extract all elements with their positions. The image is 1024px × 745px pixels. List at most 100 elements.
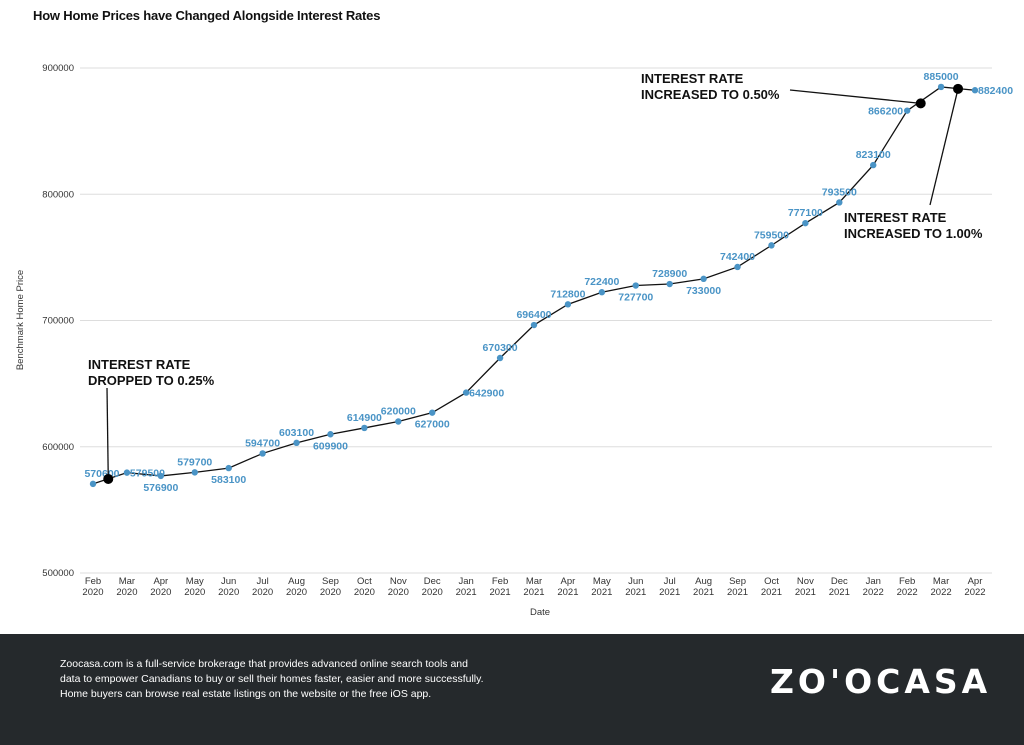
series-line xyxy=(92,86,976,485)
x-tick-label: Feb 2021 xyxy=(490,576,511,598)
event-label: INTEREST RATE INCREASED TO 1.00% xyxy=(844,210,983,241)
data-point xyxy=(123,469,131,476)
data-point xyxy=(462,389,470,396)
x-tick-label: Jan 2021 xyxy=(456,576,477,598)
data-label: 627000 xyxy=(415,419,450,431)
data-label: 866200 xyxy=(868,106,903,118)
x-tick-label: Dec 2021 xyxy=(829,576,850,598)
data-point xyxy=(734,263,741,271)
x-tick-label: Feb 2022 xyxy=(897,576,918,598)
data-point xyxy=(971,87,979,94)
x-tick-label: Sep 2020 xyxy=(320,576,341,598)
data-point xyxy=(700,275,707,283)
data-label: 727700 xyxy=(618,292,653,304)
event-leader-line xyxy=(929,88,959,206)
line-chart: 900000 800000 700000 600000 500000 Feb 2020 Ma… xyxy=(15,63,1013,618)
x-tick-label: Aug 2020 xyxy=(286,576,307,598)
data-label: 594700 xyxy=(245,437,280,449)
event-marker xyxy=(915,98,926,109)
event-label: INTEREST RATE INCREASED TO 0.50% xyxy=(641,71,780,102)
x-tick-label: Oct 2020 xyxy=(354,576,375,598)
x-tick-label: Apr 2021 xyxy=(557,576,578,598)
data-point xyxy=(836,199,843,206)
x-tick-label: May 2020 xyxy=(184,576,205,598)
x-tick-label: Aug 2021 xyxy=(693,576,714,598)
event-annotations: INTEREST RATE DROPPED TO 0.25% INTEREST RA… xyxy=(88,71,983,484)
y-tick-label: 500000 xyxy=(42,568,74,579)
data-point xyxy=(564,301,572,308)
x-tick-label: Jan 2022 xyxy=(863,576,884,598)
footer-description: Zoocasa.com is a full-service brokerage … xyxy=(60,658,484,700)
data-label: 579500 xyxy=(130,468,165,480)
data-label: 620000 xyxy=(381,406,416,418)
x-tick-label: May 2021 xyxy=(591,576,612,598)
x-tick-label: Nov 2021 xyxy=(795,576,816,598)
data-labels: 570600 579500 576900 579700 583100 5947006031… xyxy=(84,71,1013,494)
data-label: 670300 xyxy=(483,342,518,354)
data-point xyxy=(496,354,504,362)
data-label: 609900 xyxy=(313,440,348,452)
data-point xyxy=(395,418,402,425)
chart-title: How Home Prices have Changed Alongside I… xyxy=(33,8,381,23)
data-point xyxy=(327,431,334,438)
data-label: 742400 xyxy=(720,251,755,263)
data-point xyxy=(768,242,775,249)
data-point xyxy=(937,83,945,91)
event-leader-line xyxy=(789,89,921,104)
data-point xyxy=(89,480,97,488)
data-point xyxy=(870,161,877,169)
data-label: 722400 xyxy=(584,276,619,288)
x-tick-label: Dec 2020 xyxy=(422,576,443,598)
brand-logo: ZO'OCASA xyxy=(770,662,992,701)
event-marker xyxy=(953,83,964,94)
data-point xyxy=(429,409,436,416)
x-tick-label: Jun 2021 xyxy=(625,576,646,598)
data-label: 733000 xyxy=(686,285,721,297)
x-tick-label: Mar 2022 xyxy=(931,576,952,598)
data-point xyxy=(802,219,809,227)
y-tick-label: 600000 xyxy=(42,442,74,453)
y-tick-label: 800000 xyxy=(42,189,74,200)
x-tick-label: Mar 2020 xyxy=(116,576,137,598)
y-tick-label: 700000 xyxy=(42,316,74,327)
data-point xyxy=(632,282,639,289)
data-point xyxy=(666,280,673,288)
data-label: 777100 xyxy=(788,207,823,219)
data-point xyxy=(361,424,368,432)
data-label: 882400 xyxy=(978,85,1013,97)
data-point xyxy=(903,107,911,114)
data-point xyxy=(259,450,266,457)
event-label: INTEREST RATE DROPPED TO 0.25% xyxy=(88,357,215,388)
x-tick-label: Jun 2020 xyxy=(218,576,239,598)
gridlines xyxy=(80,67,992,574)
data-label: 614900 xyxy=(347,412,382,424)
data-label: 885000 xyxy=(924,71,959,83)
data-label: 759500 xyxy=(754,229,789,241)
data-point xyxy=(598,289,606,296)
data-label: 696400 xyxy=(516,309,551,321)
event-leader-line xyxy=(106,387,109,479)
x-tick-label: Apr 2022 xyxy=(964,576,985,598)
y-axis-ticks: 900000 800000 700000 600000 500000 xyxy=(42,63,74,579)
data-label: 570600 xyxy=(84,468,119,480)
footer: Zoocasa.com is a full-service brokerage … xyxy=(0,634,1024,745)
data-point xyxy=(157,472,165,480)
data-label: 583100 xyxy=(211,474,246,486)
event-marker xyxy=(103,473,114,484)
x-tick-label: Sep 2021 xyxy=(727,576,748,598)
data-point xyxy=(225,464,232,472)
x-tick-label: Oct 2021 xyxy=(761,576,782,598)
data-label: 728900 xyxy=(652,268,687,280)
data-label: 793500 xyxy=(822,186,857,198)
data-label: 642900 xyxy=(469,388,504,400)
x-tick-label: Feb 2020 xyxy=(82,576,103,598)
data-label: 712800 xyxy=(550,288,585,300)
data-label: 579700 xyxy=(177,456,212,468)
data-point xyxy=(191,469,198,476)
x-axis-ticks: Feb 2020 Mar 2020 Apr 2020 May 2020 Jun 2020 Jul 20… xyxy=(82,576,985,598)
y-tick-label: 900000 xyxy=(42,63,74,74)
x-tick-label: Apr 2020 xyxy=(150,576,171,598)
x-tick-label: Jul 2021 xyxy=(659,576,680,598)
x-axis-label: Date xyxy=(530,607,550,618)
x-tick-label: Jul 2020 xyxy=(252,576,273,598)
